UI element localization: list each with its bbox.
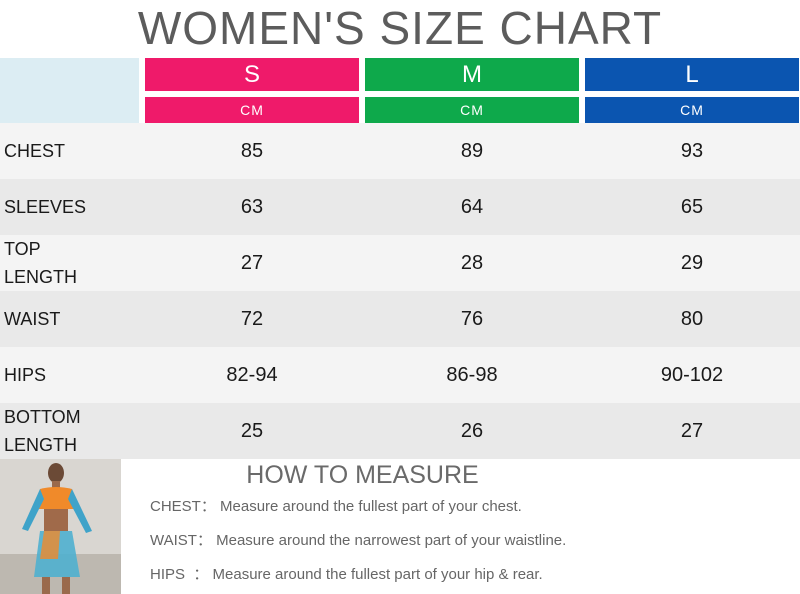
measure-key: CHEST：: [150, 498, 216, 515]
model-photo: [0, 459, 121, 594]
cell-value: 76: [460, 307, 484, 330]
page-title: WOMEN'S SIZE CHART: [137, 2, 663, 54]
cell-value: 26: [460, 419, 484, 442]
header-blank-cell: [0, 58, 139, 123]
cell-value: 82-94: [226, 363, 278, 386]
size-header-s: S: [145, 58, 359, 91]
measure-key: HIPS ：: [150, 566, 209, 583]
measure-line-hips: HIPS ： Measure around the fullest part o…: [150, 564, 543, 586]
cell-value: 63: [240, 195, 264, 218]
size-header-m: M: [365, 58, 579, 91]
table-row-top-length: TOP LENGTH 27 28 29: [0, 235, 800, 291]
measure-line-waist: WAIST： Measure around the narrowest part…: [150, 530, 566, 552]
cell-value: 65: [680, 195, 704, 218]
unit-header-s: CM: [145, 97, 359, 123]
measure-text: Measure around the fullest part of your …: [212, 566, 543, 583]
cell-value: 85: [240, 139, 264, 162]
cell-value: 86-98: [446, 363, 498, 386]
cell-value: 89: [460, 139, 484, 162]
measure-text: Measure around the narrowest part of you…: [216, 532, 567, 549]
cell-value: 29: [680, 251, 704, 274]
cell-value: 90-102: [660, 363, 724, 386]
cell-value: 25: [240, 419, 264, 442]
measure-text: Measure around the fullest part of your …: [220, 498, 522, 515]
row-label: HIPS: [4, 365, 47, 385]
table-row-sleeves: SLEEVES 63 64 65: [0, 179, 800, 235]
measure-line-chest: CHEST： Measure around the fullest part o…: [150, 496, 522, 518]
cell-value: 27: [240, 251, 264, 274]
unit-header-l: CM: [585, 97, 799, 123]
cell-value: 27: [680, 419, 704, 442]
table-row-bottom-length: BOTTOM LENGTH 25 26 27: [0, 403, 800, 459]
cell-value: 93: [680, 139, 704, 162]
size-header-l: L: [585, 58, 799, 91]
unit-header-m: CM: [365, 97, 579, 123]
row-label: CHEST: [4, 141, 66, 161]
table-row-hips: HIPS 82-94 86-98 90-102: [0, 347, 800, 403]
table-row-chest: CHEST 85 89 93: [0, 123, 800, 179]
cell-value: 64: [460, 195, 484, 218]
row-label: WAIST: [4, 309, 61, 329]
cell-value: 72: [240, 307, 264, 330]
table-row-waist: WAIST 72 76 80: [0, 291, 800, 347]
cell-value: 28: [460, 251, 484, 274]
row-label: SLEEVES: [4, 197, 87, 217]
measure-key: WAIST：: [150, 532, 212, 549]
cell-value: 80: [680, 307, 704, 330]
row-label: TOP LENGTH: [4, 239, 78, 287]
row-label: BOTTOM LENGTH: [4, 407, 81, 455]
how-to-measure-title: HOW TO MEASURE: [246, 461, 479, 489]
